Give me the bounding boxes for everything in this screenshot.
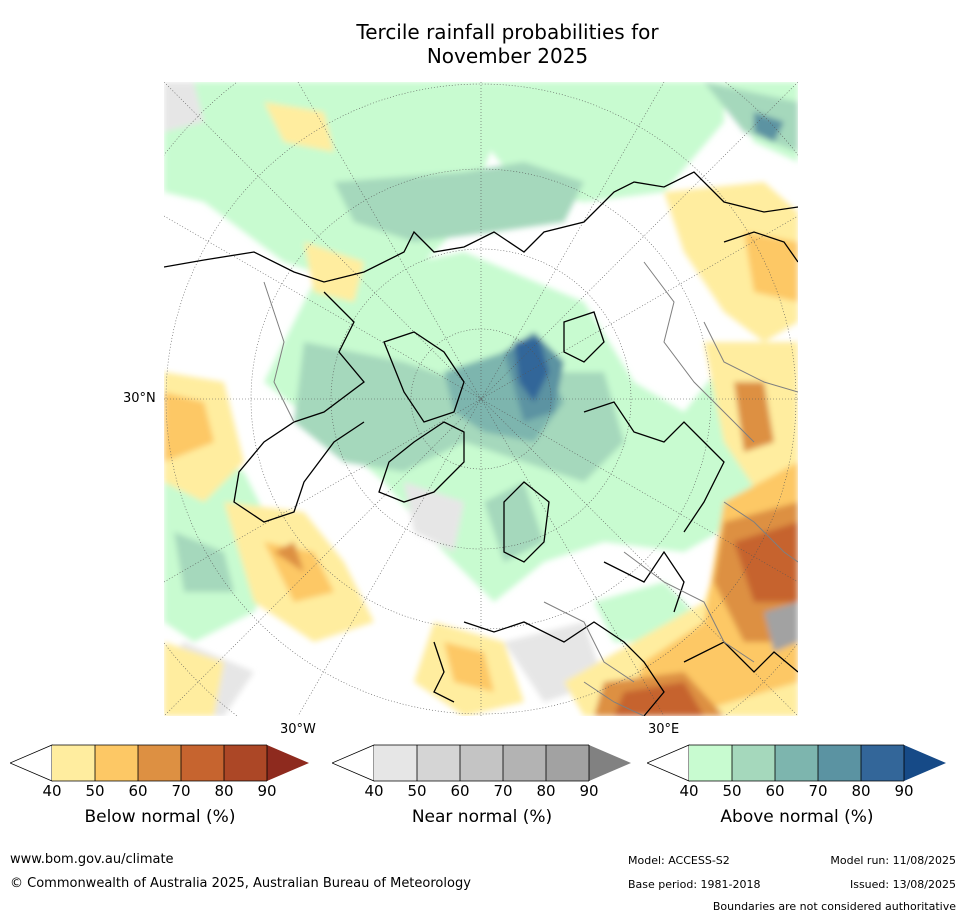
tick-label: 80: [214, 782, 234, 800]
colorbar-below-ticks: 40 50 60 70 80 90: [10, 782, 310, 802]
colorbar-segment: [417, 745, 460, 781]
map-title: Tercile rainfall probabilities for Novem…: [0, 20, 965, 68]
tick-label: 80: [536, 782, 556, 800]
title-line-1: Tercile rainfall probabilities for: [356, 20, 659, 44]
polar-map: [164, 82, 798, 716]
colorbar-near-label: Near normal (%): [411, 807, 553, 827]
lat-label-30n: 30°N: [123, 391, 156, 406]
colorbar-below-normal: [10, 744, 310, 782]
website-link[interactable]: www.bom.gov.au/climate: [10, 852, 174, 867]
colorbar-segment: [861, 745, 904, 781]
colorbar-near-ticks: 40 50 60 70 80 90: [332, 782, 632, 802]
colorbar-segment: [138, 745, 181, 781]
colorbar-above-label: Above normal (%): [720, 807, 874, 827]
copyright-text: © Commonwealth of Australia 2025, Austra…: [10, 876, 471, 891]
colorbar-segment: [904, 745, 946, 781]
colorbar-segment: [503, 745, 546, 781]
tick-label: 70: [493, 782, 513, 800]
model-run-date: Model run: 11/08/2025: [830, 854, 956, 867]
tick-label: 90: [894, 782, 914, 800]
map-canvas: [164, 82, 798, 716]
colorbar-segment: [267, 745, 309, 781]
colorbar-segment: [52, 745, 95, 781]
colorbar-segment: [374, 745, 417, 781]
tick-label: 40: [42, 782, 62, 800]
colorbar-below-label: Below normal (%): [84, 807, 236, 827]
tick-label: 80: [851, 782, 871, 800]
colorbar-above-normal: [647, 744, 947, 782]
tick-label: 70: [171, 782, 191, 800]
tick-label: 90: [257, 782, 277, 800]
colorbar-above-ticks: 40 50 60 70 80 90: [647, 782, 947, 802]
tick-label: 40: [364, 782, 384, 800]
tick-label: 70: [808, 782, 828, 800]
colorbar-segment: [95, 745, 138, 781]
country-borders: [263, 261, 798, 716]
tick-label: 40: [679, 782, 699, 800]
colorbar-segment: [460, 745, 503, 781]
colorbar-near-normal: [332, 744, 632, 782]
colorbar-segment: [732, 745, 775, 781]
tick-label: 50: [722, 782, 742, 800]
colorbar-segment: [589, 745, 631, 781]
colorbar-segment: [546, 745, 589, 781]
title-line-2: November 2025: [426, 44, 589, 68]
coastlines: [164, 171, 798, 716]
base-period: Base period: 1981-2018: [628, 878, 761, 891]
tick-label: 90: [579, 782, 599, 800]
colorbar-segment: [181, 745, 224, 781]
tick-label: 50: [407, 782, 427, 800]
colorbar-segment: [775, 745, 818, 781]
lon-label-30e: 30°E: [648, 722, 680, 737]
issued-date: Issued: 13/08/2025: [849, 878, 956, 891]
model-name: Model: ACCESS-S2: [628, 854, 730, 867]
colorbar-segment: [689, 745, 732, 781]
tick-label: 60: [128, 782, 148, 800]
colorbar-segment: [818, 745, 861, 781]
lon-label-30w: 30°W: [280, 722, 316, 737]
colorbar-segment: [224, 745, 267, 781]
boundaries-disclaimer: Boundaries are not considered authoritat…: [712, 900, 956, 913]
tick-label: 50: [85, 782, 105, 800]
tick-label: 60: [450, 782, 470, 800]
tick-label: 60: [765, 782, 785, 800]
